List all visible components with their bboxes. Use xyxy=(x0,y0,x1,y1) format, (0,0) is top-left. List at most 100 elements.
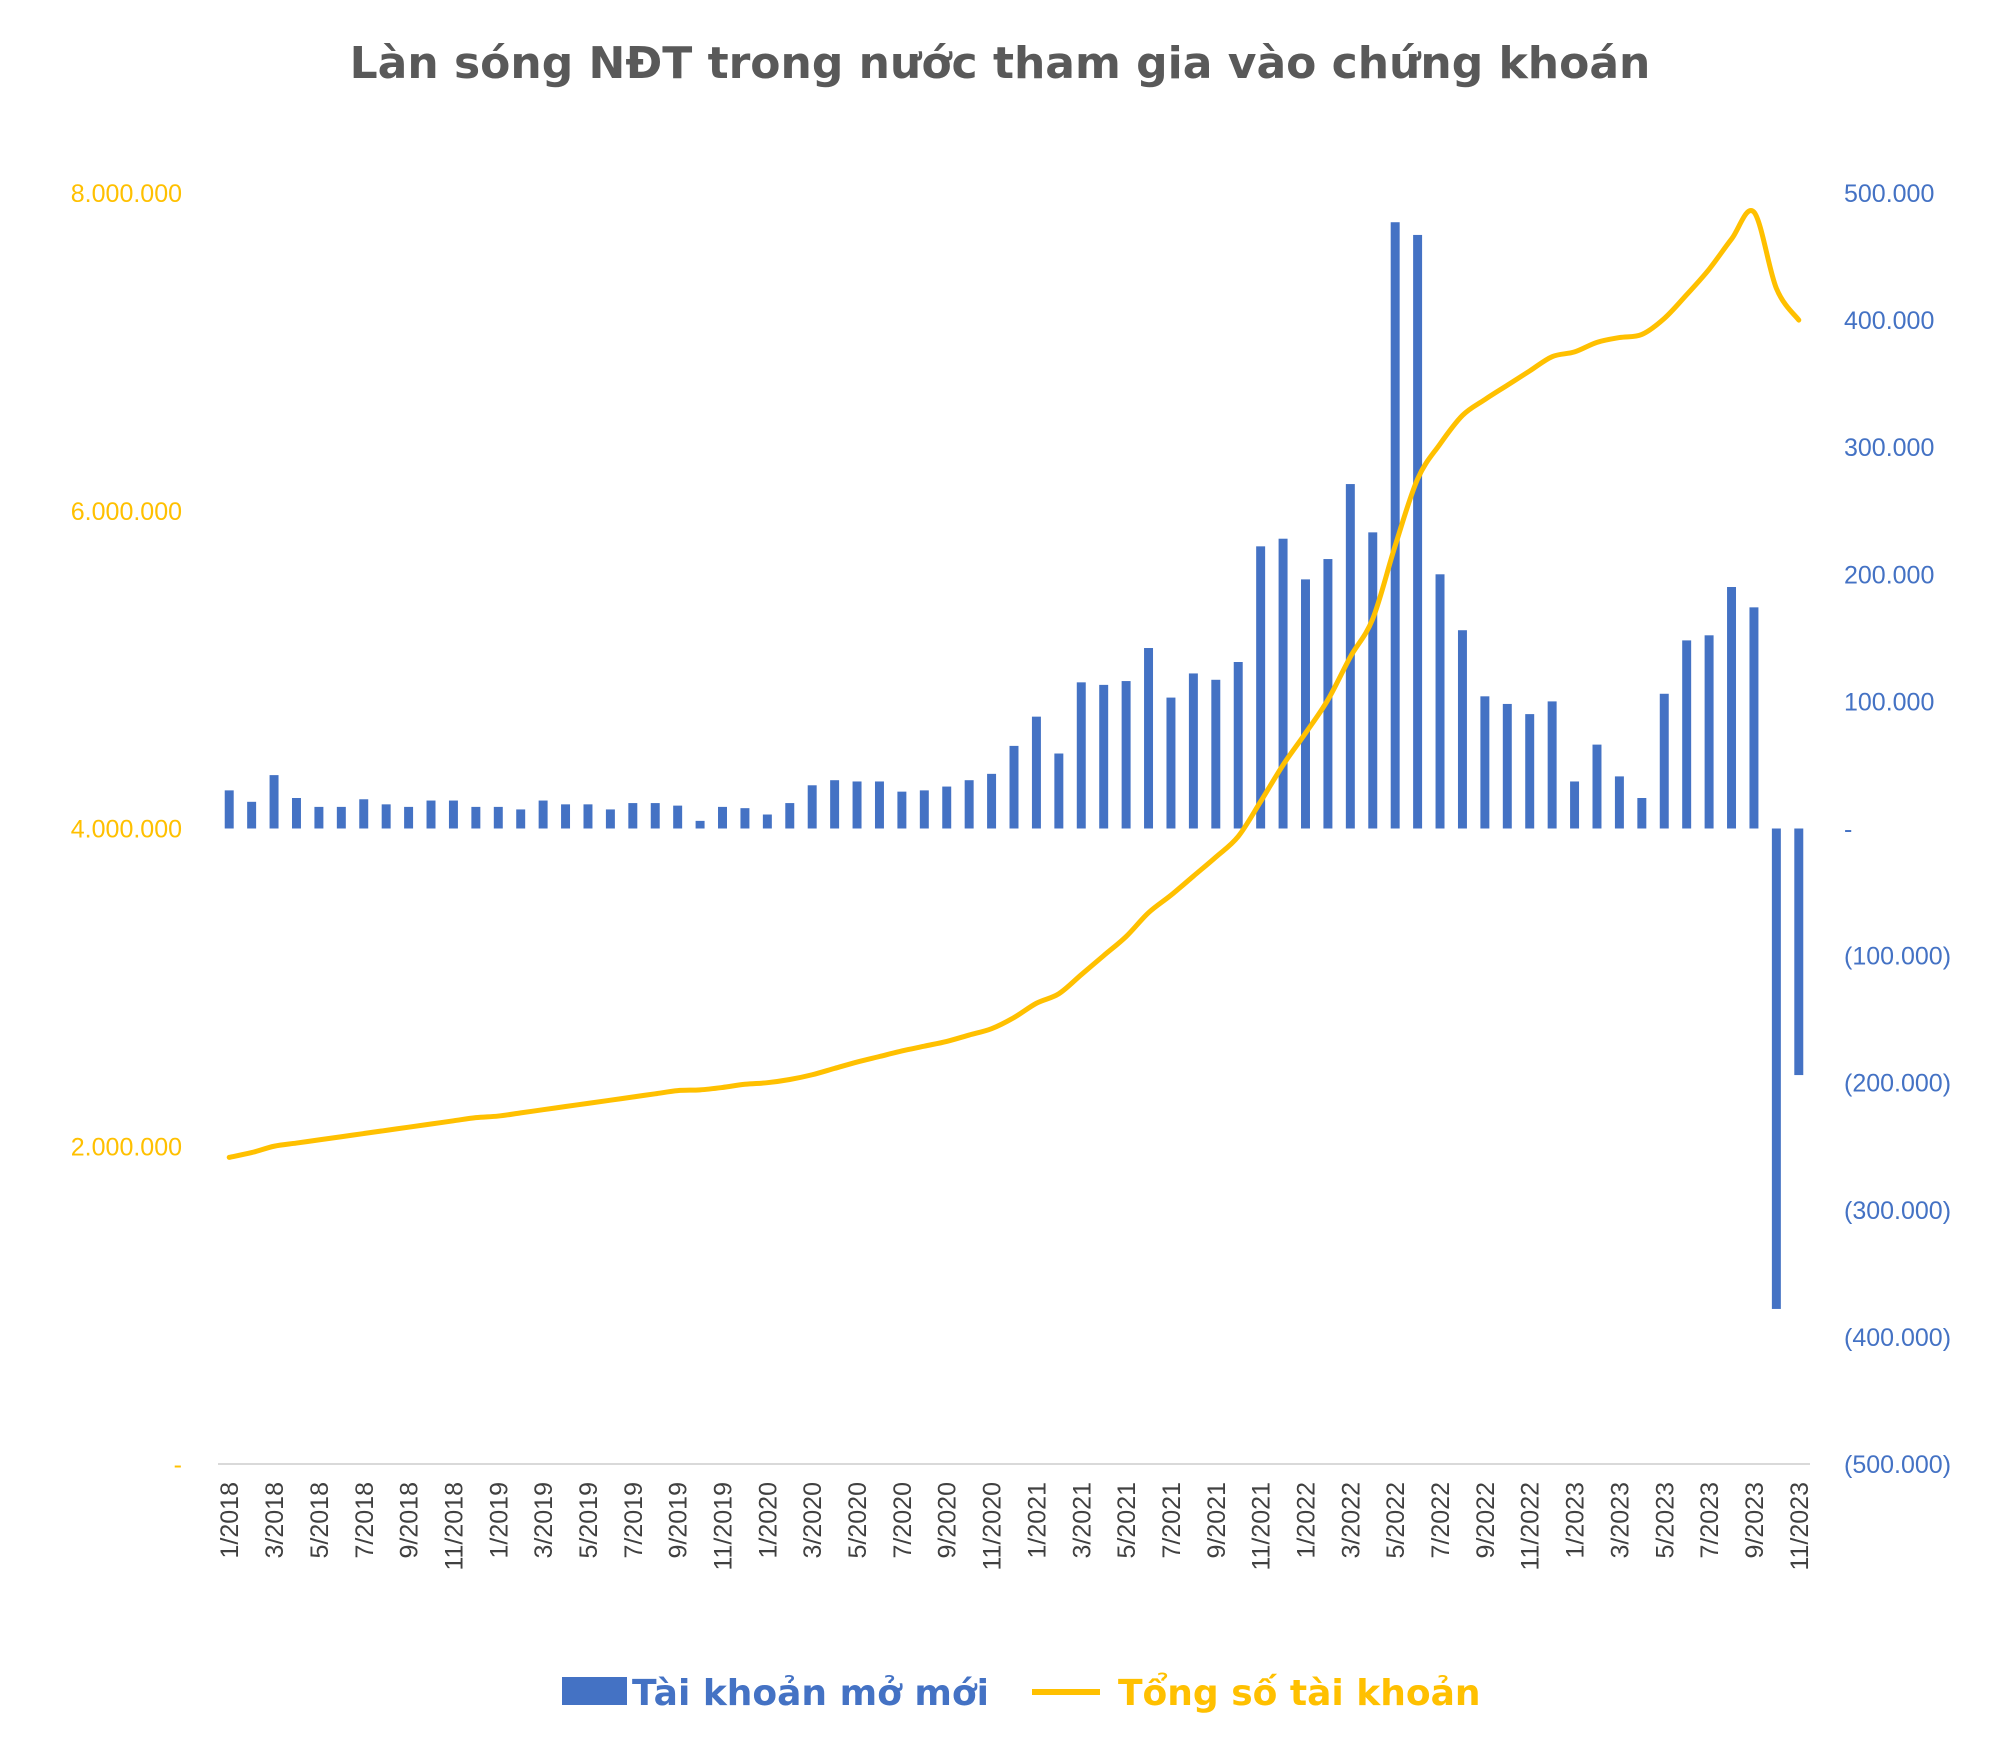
bar xyxy=(1121,681,1131,829)
bar xyxy=(1771,828,1781,1309)
bar xyxy=(538,800,548,829)
bar xyxy=(381,804,391,829)
x-tick-label: 5/2020 xyxy=(844,1482,872,1558)
bar xyxy=(1278,538,1288,829)
right-tick-label: (400.000) xyxy=(1844,1324,1951,1352)
bar xyxy=(1682,640,1692,829)
left-tick-label: 2.000.000 xyxy=(71,1133,182,1161)
bar xyxy=(852,781,862,829)
bar xyxy=(897,791,907,829)
x-tick-label: 3/2023 xyxy=(1606,1482,1634,1558)
left-tick-label: 8.000.000 xyxy=(71,180,182,208)
bar xyxy=(561,804,571,829)
left-tick-label: 4.000.000 xyxy=(71,816,182,844)
x-tick-label: 9/2020 xyxy=(934,1482,962,1558)
bar xyxy=(1794,828,1804,1076)
x-tick-label: 7/2021 xyxy=(1158,1482,1186,1558)
x-tick-label: 1/2018 xyxy=(216,1482,244,1558)
bar xyxy=(1704,635,1714,829)
bar xyxy=(807,785,817,829)
x-tick-label: 11/2022 xyxy=(1517,1482,1545,1571)
bar xyxy=(874,781,884,829)
bar xyxy=(762,814,772,829)
bar xyxy=(1614,776,1624,829)
x-tick-label: 3/2020 xyxy=(799,1482,827,1558)
x-tick-label: 11/2019 xyxy=(710,1482,738,1571)
bar xyxy=(1637,798,1647,829)
bar xyxy=(1592,744,1602,829)
bar xyxy=(1211,679,1221,829)
bar xyxy=(1727,587,1737,829)
x-tick-label: 7/2020 xyxy=(889,1482,917,1558)
bar xyxy=(493,806,503,829)
bar xyxy=(919,790,929,829)
bar xyxy=(583,804,593,829)
bar xyxy=(404,806,414,829)
x-tick-label: 5/2021 xyxy=(1113,1482,1141,1558)
legend-label-new-accounts: Tài khoản mở mới xyxy=(632,1673,989,1714)
bar xyxy=(224,790,234,829)
x-tick-label: 3/2018 xyxy=(261,1482,289,1558)
bar xyxy=(1502,703,1512,829)
right-axis: (500.000) (400.000) (300.000) (200.000) (100… xyxy=(1844,180,1951,1479)
x-tick-label: 7/2022 xyxy=(1427,1482,1455,1558)
x-tick-label: 1/2019 xyxy=(485,1482,513,1558)
right-tick-label: 100.000 xyxy=(1844,688,1934,716)
bar xyxy=(1233,662,1243,829)
bar xyxy=(1570,781,1580,829)
bar xyxy=(269,775,279,829)
x-tick-label: 11/2023 xyxy=(1786,1482,1814,1571)
x-tick-label: 5/2019 xyxy=(575,1482,603,1558)
bar xyxy=(1144,648,1154,829)
x-tick-label: 5/2018 xyxy=(306,1482,334,1558)
bar xyxy=(1166,697,1176,829)
x-tick-label: 5/2022 xyxy=(1382,1482,1410,1558)
x-tick-label: 9/2021 xyxy=(1203,1482,1231,1558)
right-tick-label: - xyxy=(1844,816,1852,844)
bar xyxy=(1390,222,1400,829)
bar xyxy=(605,809,615,829)
bar xyxy=(942,786,952,829)
bar xyxy=(1457,630,1467,829)
x-tick-label: 9/2023 xyxy=(1741,1482,1769,1558)
bar xyxy=(1188,673,1198,829)
bar xyxy=(673,805,683,829)
bar xyxy=(1099,684,1109,829)
bar xyxy=(628,803,638,829)
right-tick-label: (500.000) xyxy=(1844,1451,1951,1479)
bar xyxy=(1256,546,1266,829)
left-tick-label: - xyxy=(174,1451,182,1479)
bar xyxy=(1659,693,1669,829)
right-tick-label: (100.000) xyxy=(1844,943,1951,971)
bar xyxy=(448,800,458,829)
bar xyxy=(830,780,840,829)
legend-swatch-new-accounts xyxy=(562,1677,627,1705)
bar xyxy=(291,798,301,829)
bar xyxy=(1301,579,1310,829)
x-tick-label: 11/2018 xyxy=(440,1482,468,1571)
bar xyxy=(1525,714,1535,829)
x-tick-label: 7/2019 xyxy=(620,1482,648,1558)
bar xyxy=(426,800,436,829)
legend-label-total-accounts: Tổng số tài khoản xyxy=(1118,1672,1481,1714)
bar xyxy=(695,820,705,829)
bar xyxy=(1547,701,1557,829)
x-tick-label: 11/2020 xyxy=(979,1482,1007,1571)
x-tick-label: 7/2018 xyxy=(351,1482,379,1558)
bar xyxy=(1480,696,1490,829)
bar xyxy=(314,806,324,829)
bar xyxy=(650,803,660,829)
bar xyxy=(1749,607,1759,829)
right-tick-label: (300.000) xyxy=(1844,1197,1951,1225)
legend: Tài khoản mở mới Tổng số tài khoản xyxy=(562,1672,1481,1714)
x-tick-label: 3/2019 xyxy=(530,1482,558,1558)
bar xyxy=(718,806,727,829)
x-tick-label: 9/2022 xyxy=(1472,1482,1500,1558)
bar-series xyxy=(224,222,1804,1309)
bar xyxy=(1009,745,1019,829)
bar xyxy=(336,806,346,829)
chart-title: Làn sóng NĐT trong nước tham gia vào chứ… xyxy=(350,38,1651,89)
bar xyxy=(964,780,974,829)
